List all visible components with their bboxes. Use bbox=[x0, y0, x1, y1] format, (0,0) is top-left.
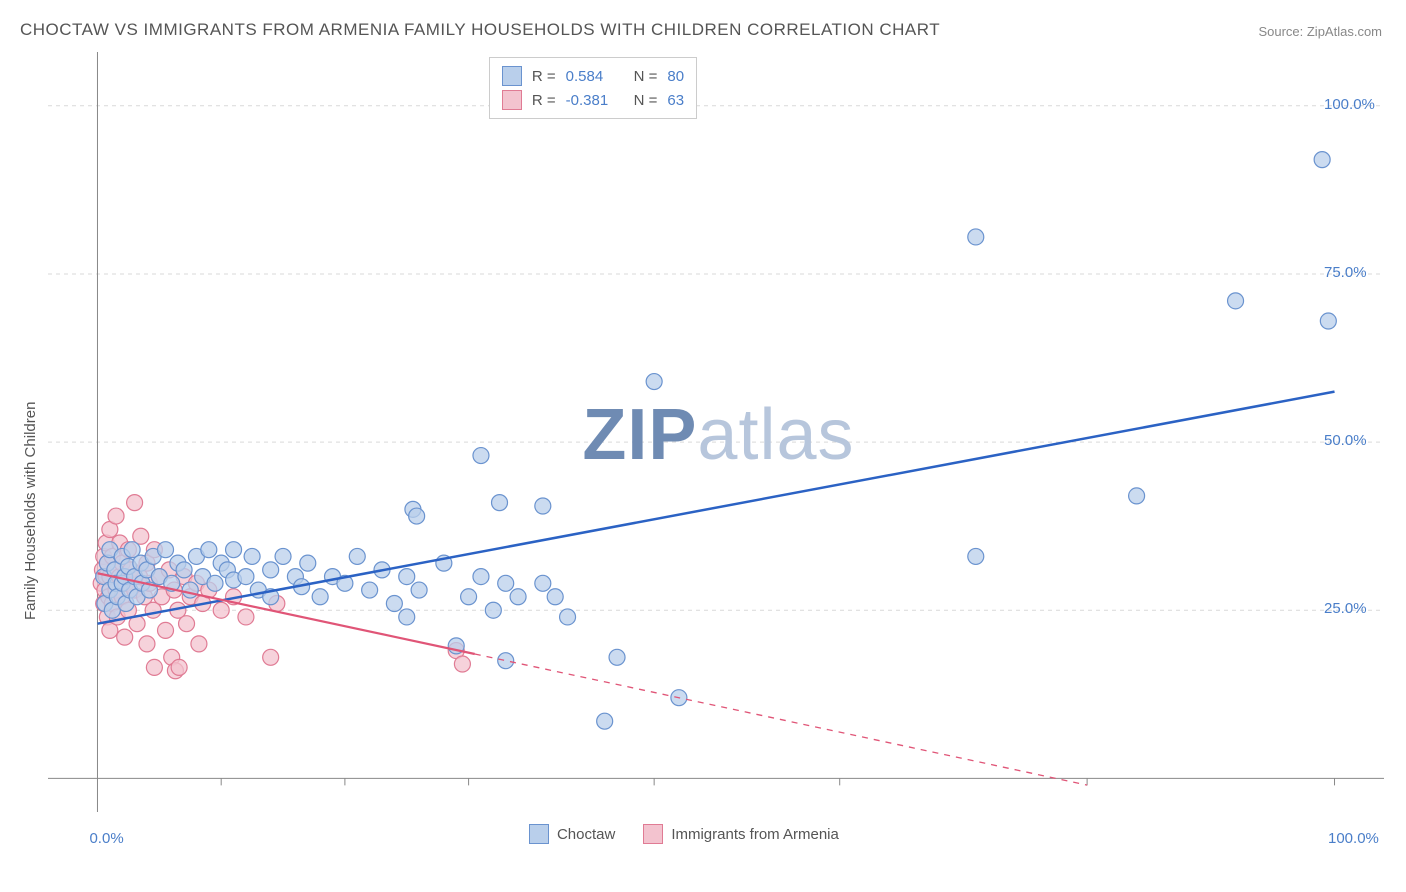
scatter-point-choctaw bbox=[646, 374, 662, 390]
legend-R-value: 0.584 bbox=[566, 68, 624, 85]
scatter-point-choctaw bbox=[1129, 488, 1145, 504]
legend-N-value: 63 bbox=[667, 92, 684, 109]
scatter-point-choctaw bbox=[473, 448, 489, 464]
scatter-point-choctaw bbox=[560, 609, 576, 625]
y-tick-label: 50.0% bbox=[1324, 432, 1367, 449]
scatter-point-armenia bbox=[146, 659, 162, 675]
scatter-point-choctaw bbox=[609, 649, 625, 665]
scatter-point-choctaw bbox=[492, 495, 508, 511]
scatter-point-choctaw bbox=[201, 542, 217, 558]
scatter-point-choctaw bbox=[498, 653, 514, 669]
scatter-point-armenia bbox=[213, 602, 229, 618]
y-tick-label: 100.0% bbox=[1324, 96, 1375, 113]
series-legend-label: Immigrants from Armenia bbox=[671, 826, 839, 843]
scatter-point-choctaw bbox=[362, 582, 378, 598]
scatter-point-choctaw bbox=[263, 562, 279, 578]
scatter-point-armenia bbox=[117, 629, 133, 645]
scatter-point-choctaw bbox=[312, 589, 328, 605]
scatter-point-choctaw bbox=[968, 229, 984, 245]
scatter-point-choctaw bbox=[207, 575, 223, 591]
x-tick-label-max: 100.0% bbox=[1328, 830, 1379, 847]
scatter-point-choctaw bbox=[275, 548, 291, 564]
legend-R-value: -0.381 bbox=[566, 92, 624, 109]
legend-R-label: R = bbox=[532, 92, 556, 109]
scatter-point-choctaw bbox=[176, 562, 192, 578]
scatter-point-choctaw bbox=[226, 542, 242, 558]
x-tick-label-min: 0.0% bbox=[89, 830, 123, 847]
scatter-point-choctaw bbox=[498, 575, 514, 591]
legend-N-label: N = bbox=[634, 92, 658, 109]
scatter-point-choctaw bbox=[158, 542, 174, 558]
scatter-point-choctaw bbox=[386, 596, 402, 612]
scatter-point-armenia bbox=[127, 495, 143, 511]
scatter-point-armenia bbox=[158, 622, 174, 638]
legend-row: R = 0.584 N = 80 bbox=[502, 64, 684, 88]
scatter-point-choctaw bbox=[535, 575, 551, 591]
scatter-point-armenia bbox=[238, 609, 254, 625]
scatter-point-choctaw bbox=[182, 582, 198, 598]
series-legend-label: Choctaw bbox=[557, 826, 615, 843]
scatter-point-choctaw bbox=[1228, 293, 1244, 309]
legend-swatch bbox=[529, 824, 549, 844]
scatter-point-choctaw bbox=[349, 548, 365, 564]
correlation-scatter-chart bbox=[48, 52, 1384, 812]
y-tick-label: 75.0% bbox=[1324, 264, 1367, 281]
scatter-point-choctaw bbox=[300, 555, 316, 571]
scatter-point-choctaw bbox=[547, 589, 563, 605]
scatter-point-choctaw bbox=[1320, 313, 1336, 329]
legend-row: R = -0.381 N = 63 bbox=[502, 88, 684, 112]
correlation-legend: R = 0.584 N = 80 R = -0.381 N = 63 bbox=[489, 57, 697, 119]
scatter-point-choctaw bbox=[510, 589, 526, 605]
scatter-point-armenia bbox=[108, 508, 124, 524]
scatter-point-armenia bbox=[179, 616, 195, 632]
scatter-point-choctaw bbox=[968, 548, 984, 564]
scatter-point-choctaw bbox=[597, 713, 613, 729]
scatter-point-choctaw bbox=[461, 589, 477, 605]
legend-N-value: 80 bbox=[667, 68, 684, 85]
y-tick-label: 25.0% bbox=[1324, 600, 1367, 617]
scatter-point-choctaw bbox=[238, 569, 254, 585]
scatter-point-armenia bbox=[263, 649, 279, 665]
scatter-point-choctaw bbox=[1314, 152, 1330, 168]
y-axis-label: Family Households with Children bbox=[22, 402, 39, 620]
series-legend-item: Choctaw bbox=[529, 824, 615, 844]
legend-R-label: R = bbox=[532, 68, 556, 85]
series-legend-item: Immigrants from Armenia bbox=[643, 824, 839, 844]
scatter-point-choctaw bbox=[485, 602, 501, 618]
chart-title: CHOCTAW VS IMMIGRANTS FROM ARMENIA FAMIL… bbox=[20, 20, 940, 40]
scatter-point-choctaw bbox=[399, 569, 415, 585]
scatter-point-armenia bbox=[139, 636, 155, 652]
legend-swatch bbox=[502, 90, 522, 110]
legend-swatch bbox=[502, 66, 522, 86]
scatter-point-armenia bbox=[171, 659, 187, 675]
source-label: Source: ZipAtlas.com bbox=[1258, 24, 1382, 39]
regression-line-armenia-dashed bbox=[475, 654, 1087, 785]
scatter-point-choctaw bbox=[409, 508, 425, 524]
scatter-point-armenia bbox=[454, 656, 470, 672]
scatter-point-choctaw bbox=[399, 609, 415, 625]
legend-N-label: N = bbox=[634, 68, 658, 85]
series-legend: Choctaw Immigrants from Armenia bbox=[529, 824, 839, 844]
legend-swatch bbox=[643, 824, 663, 844]
scatter-point-choctaw bbox=[473, 569, 489, 585]
scatter-point-choctaw bbox=[535, 498, 551, 514]
regression-line-choctaw bbox=[97, 392, 1334, 624]
scatter-point-armenia bbox=[191, 636, 207, 652]
scatter-point-choctaw bbox=[244, 548, 260, 564]
scatter-point-choctaw bbox=[411, 582, 427, 598]
